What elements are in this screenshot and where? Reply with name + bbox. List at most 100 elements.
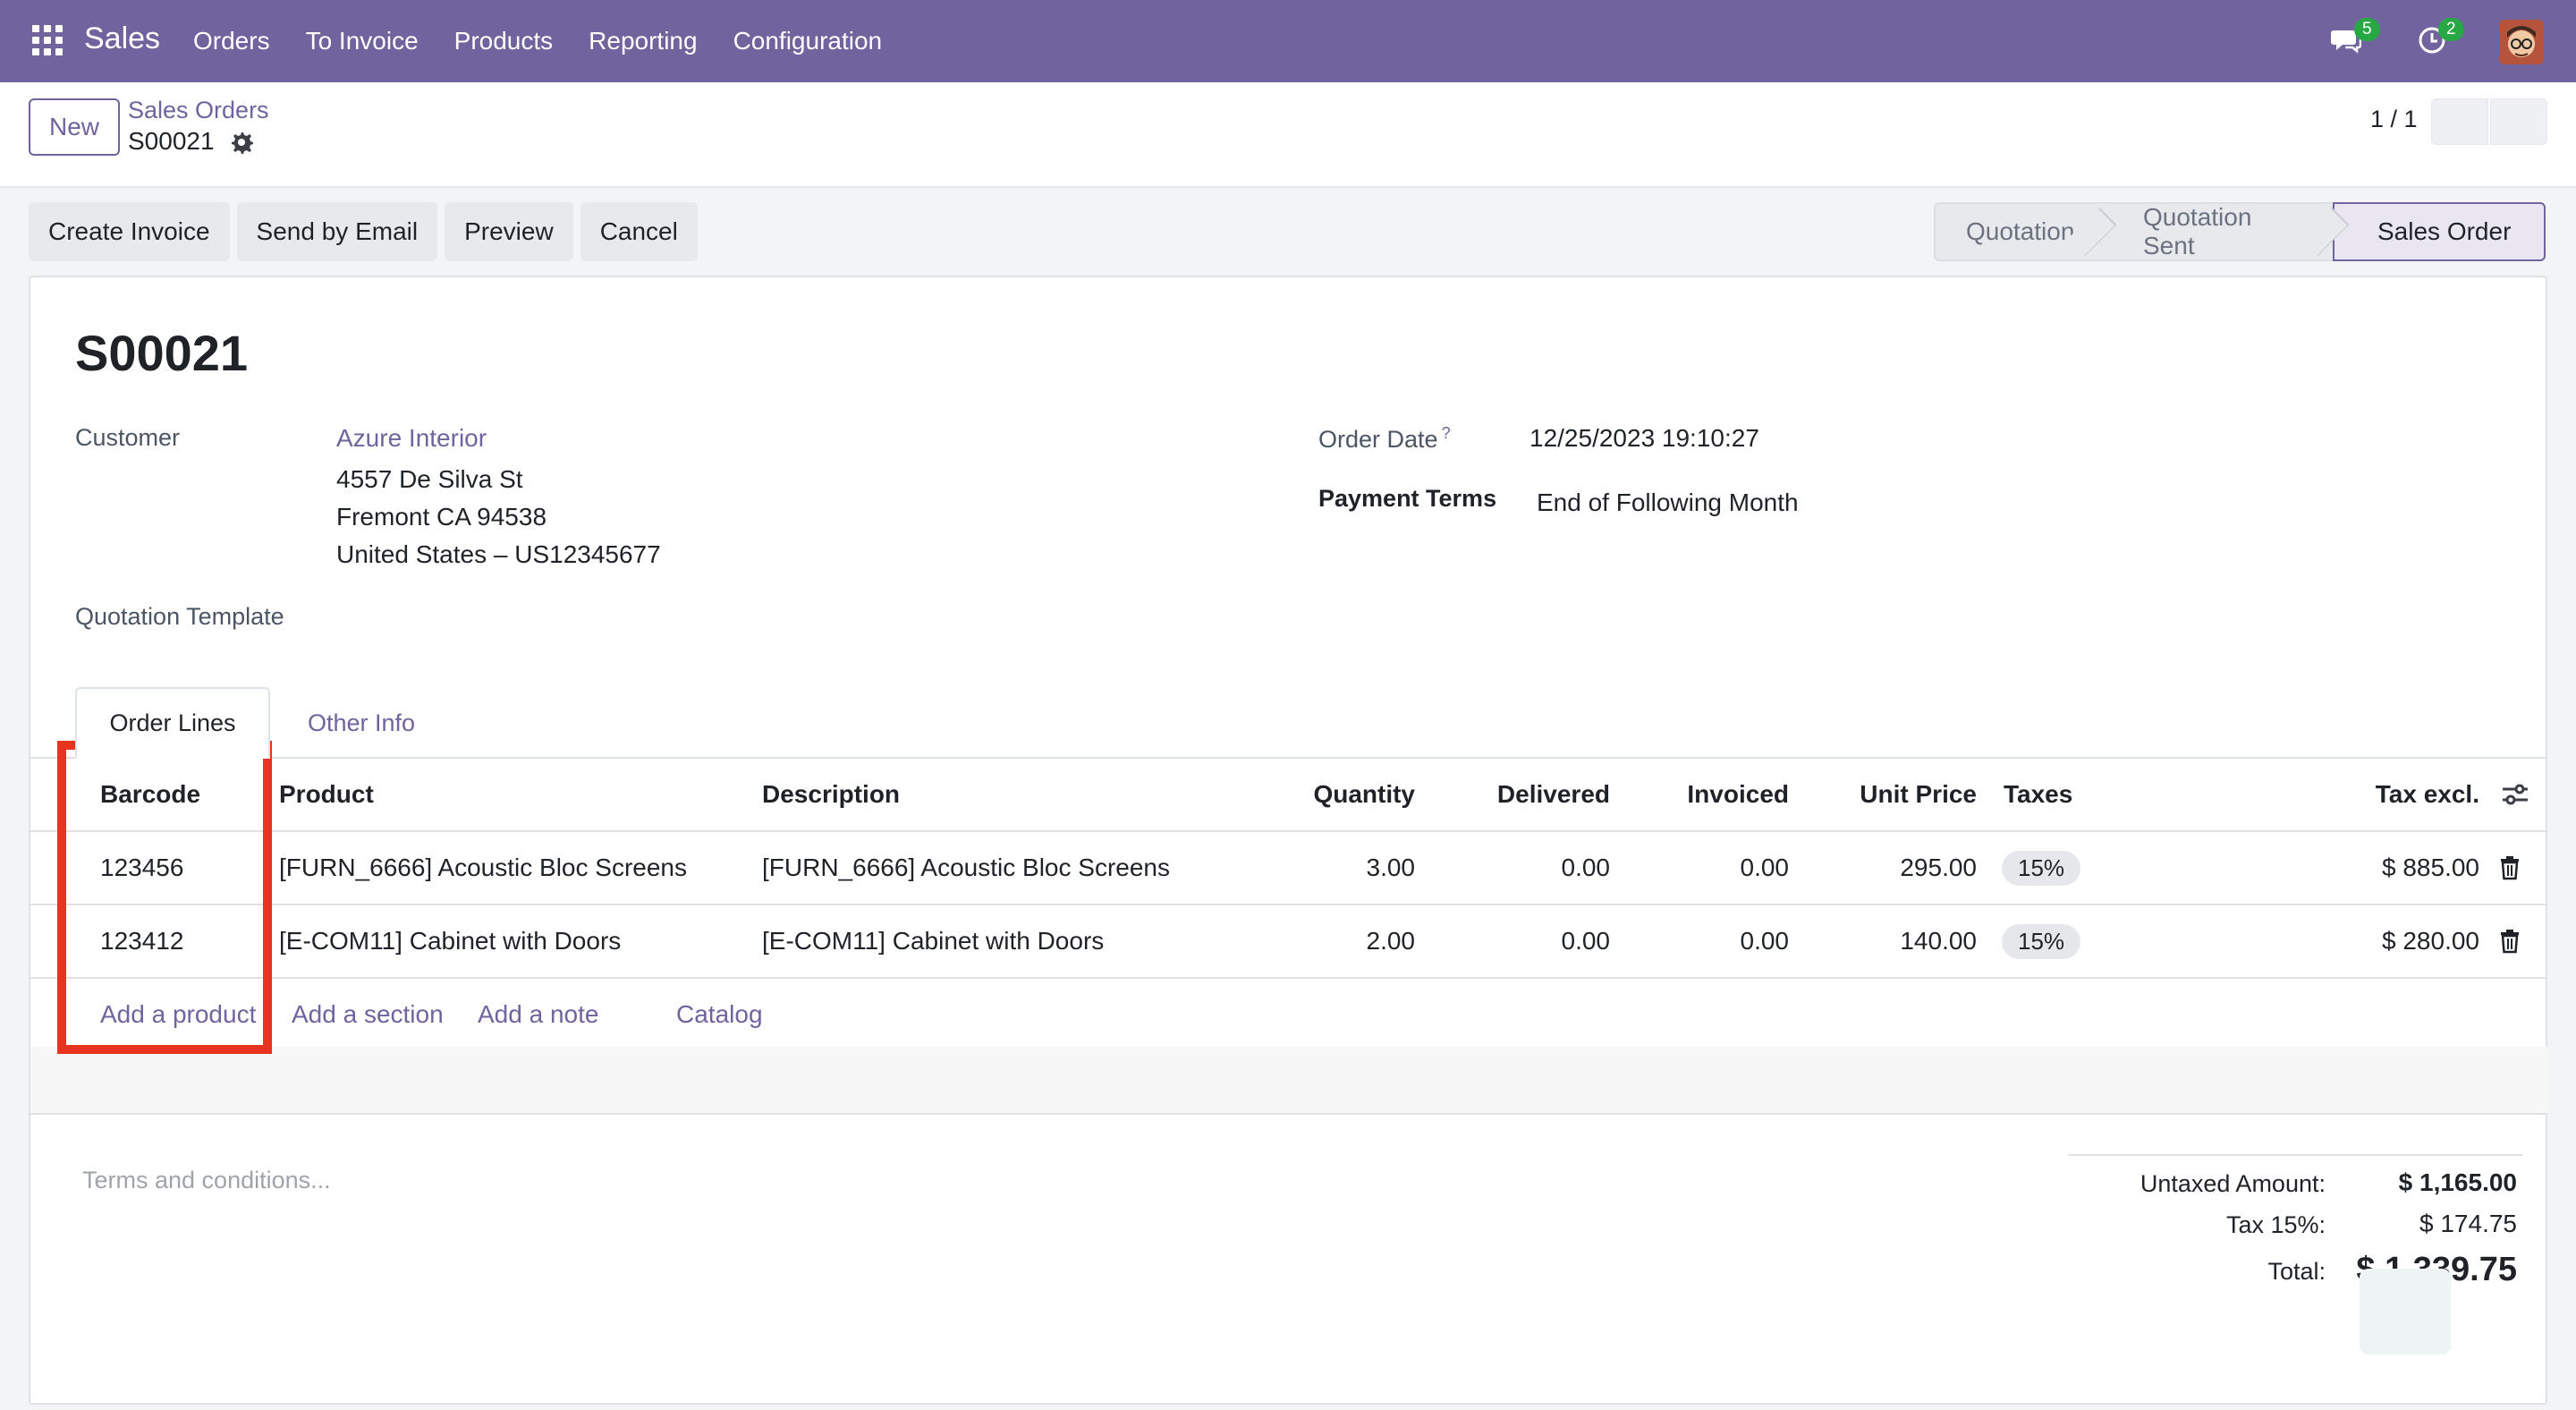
activities-badge: 2 (2438, 18, 2464, 41)
header-divider (30, 830, 2547, 832)
tax-badge: 15% (2002, 923, 2081, 959)
col-quantity[interactable]: Quantity (1313, 780, 1415, 808)
add-section-link[interactable]: Add a section (292, 1000, 444, 1028)
payment-terms-label: Payment Terms (1318, 485, 1497, 512)
stage-label: Quotation (1966, 217, 2075, 245)
taxes-cell[interactable]: 15% (2002, 832, 2081, 904)
col-tax-excl[interactable]: Tax excl. (2375, 780, 2479, 808)
new-button[interactable]: New (29, 98, 120, 156)
col-unit-price[interactable]: Unit Price (1860, 780, 1977, 808)
untaxed-amount-value: $ 1,165.00 (2398, 1168, 2517, 1196)
barcode-cell[interactable]: 123412 (100, 927, 184, 955)
payment-terms-value[interactable]: End of Following Month (1537, 488, 1799, 516)
terms-and-conditions-input[interactable]: Terms and conditions... (82, 1167, 331, 1193)
form-sheet: S00021 Customer Azure Interior 4557 De S… (29, 276, 2547, 1405)
row-divider (30, 977, 2547, 979)
tax-value: $ 174.75 (2419, 1210, 2517, 1237)
breadcrumb-sales-orders[interactable]: Sales Orders (128, 97, 269, 123)
column-settings-icon[interactable] (2501, 782, 2529, 807)
quotation-template-label: Quotation Template (75, 603, 284, 630)
total-label: Total: (2267, 1258, 2326, 1285)
address-line-1: 4557 De Silva St (336, 465, 523, 493)
table-row[interactable]: 123456 [FURN_6666] Acoustic Bloc Screens… (30, 832, 2547, 904)
address-line-2: Fremont CA 94538 (336, 503, 547, 531)
add-product-link[interactable]: Add a product (100, 1000, 257, 1028)
preview-button[interactable]: Preview (445, 202, 573, 261)
stage-sales-order[interactable]: Sales Order (2333, 202, 2546, 261)
invoiced-cell: 0.00 (1740, 927, 1790, 955)
pager-value[interactable]: 1 / 1 (2370, 106, 2418, 132)
tab-other-info[interactable]: Other Info (307, 709, 416, 736)
pager-next-button[interactable] (2490, 98, 2547, 145)
delivered-cell[interactable]: 0.00 (1561, 927, 1611, 955)
col-invoiced[interactable]: Invoiced (1687, 780, 1789, 808)
help-icon[interactable]: ? (1441, 424, 1451, 442)
trash-icon[interactable] (2499, 855, 2521, 880)
main-menu: Orders To Invoice Products Reporting Con… (193, 0, 918, 82)
subtotal-cell: $ 280.00 (2382, 927, 2479, 955)
tab-order-lines[interactable]: Order Lines (75, 687, 270, 759)
create-invoice-button[interactable]: Create Invoice (29, 202, 230, 261)
stage-label: Quotation Sent (2143, 203, 2252, 259)
trash-icon[interactable] (2499, 929, 2521, 954)
unit-price-cell[interactable]: 295.00 (1900, 854, 1977, 881)
add-note-link[interactable]: Add a note (478, 1000, 599, 1028)
control-panel: New Sales Orders S00021 1 / 1 (0, 82, 2576, 188)
menu-orders[interactable]: Orders (193, 27, 270, 55)
description-cell[interactable]: [FURN_6666] Acoustic Bloc Screens (762, 854, 1170, 881)
order-date-value[interactable]: 12/25/2023 19:10:27 (1530, 424, 1759, 452)
col-taxes[interactable]: Taxes (2004, 780, 2073, 808)
taxes-cell[interactable]: 15% (2002, 905, 2081, 977)
description-cell[interactable]: [E-COM11] Cabinet with Doors (762, 927, 1105, 955)
col-product[interactable]: Product (279, 780, 374, 808)
app-name[interactable]: Sales (84, 21, 161, 55)
address-line-3: United States – US12345677 (336, 540, 661, 568)
stage-quotation[interactable]: Quotation (1934, 202, 2117, 261)
quantity-cell[interactable]: 3.00 (1366, 854, 1416, 881)
top-navbar: Sales Orders To Invoice Products Reporti… (0, 0, 2576, 82)
catalog-link[interactable]: Catalog (676, 1000, 763, 1028)
barcode-highlight-box (57, 741, 272, 1054)
breadcrumb-current: S00021 (128, 127, 215, 155)
order-date-label: Order Date? (1318, 424, 1451, 454)
col-delivered[interactable]: Delivered (1496, 780, 1610, 808)
quantity-cell[interactable]: 2.00 (1366, 927, 1416, 955)
order-title: S00021 (75, 325, 249, 381)
status-bar: Quotation Quotation Sent Sales Order (1934, 202, 2546, 261)
menu-to-invoice[interactable]: To Invoice (305, 27, 419, 55)
messages-badge: 5 (2354, 18, 2380, 41)
barcode-cell[interactable]: 123456 (100, 854, 184, 881)
menu-reporting[interactable]: Reporting (589, 27, 698, 55)
stage-quotation-sent[interactable]: Quotation Sent (2100, 202, 2350, 261)
untaxed-amount-label: Untaxed Amount: (2140, 1170, 2326, 1197)
product-cell[interactable]: [FURN_6666] Acoustic Bloc Screens (279, 854, 687, 881)
tab-divider (30, 757, 2547, 759)
table-footer-band (30, 1047, 2547, 1115)
pager-previous-button[interactable] (2431, 98, 2488, 145)
apps-grid-icon[interactable] (32, 25, 63, 55)
col-description[interactable]: Description (762, 780, 901, 808)
table-row[interactable]: 123412 [E-COM11] Cabinet with Doors [E-C… (30, 905, 2547, 977)
invoiced-cell: 0.00 (1740, 854, 1790, 881)
product-cell[interactable]: [E-COM11] Cabinet with Doors (279, 927, 622, 955)
watermark-logo (2360, 1269, 2451, 1355)
row-divider (30, 904, 2547, 905)
action-buttons: Create Invoice Send by Email Preview Can… (29, 202, 705, 261)
stage-label: Sales Order (2377, 217, 2512, 245)
order-date-label-text: Order Date (1318, 426, 1438, 453)
customer-label: Customer (75, 424, 181, 451)
totals-divider (2068, 1154, 2522, 1156)
send-by-email-button[interactable]: Send by Email (236, 202, 438, 261)
delivered-cell[interactable]: 0.00 (1561, 854, 1611, 881)
cancel-button[interactable]: Cancel (580, 202, 698, 261)
col-barcode[interactable]: Barcode (100, 780, 201, 808)
gear-icon[interactable] (229, 130, 254, 155)
menu-configuration[interactable]: Configuration (733, 27, 883, 55)
add-line-links: Add a product Add a section Add a note C… (30, 979, 2547, 1050)
user-avatar[interactable] (2499, 20, 2544, 64)
unit-price-cell[interactable]: 140.00 (1900, 927, 1977, 955)
customer-name-link[interactable]: Azure Interior (336, 424, 487, 452)
subtotal-cell: $ 885.00 (2382, 854, 2479, 881)
menu-products[interactable]: Products (453, 27, 554, 55)
activity-clock-icon[interactable] (2417, 25, 2447, 55)
